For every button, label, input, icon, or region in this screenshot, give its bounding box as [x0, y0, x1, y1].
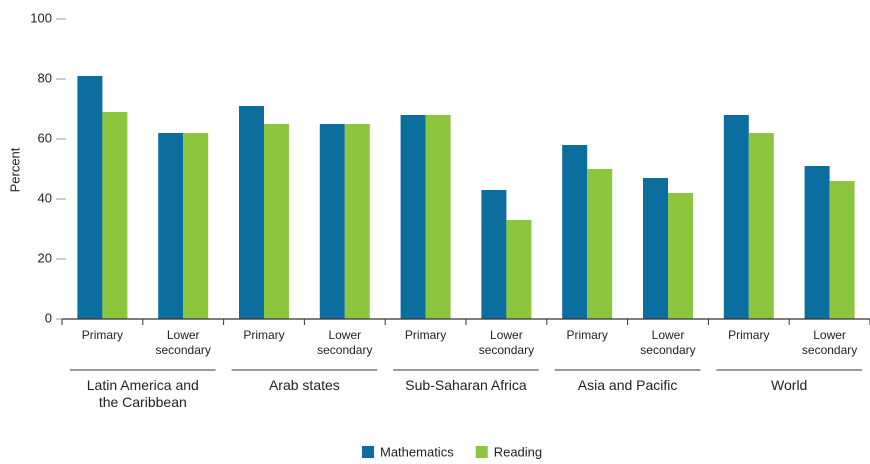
x-tick-label: Primary — [404, 328, 447, 342]
group-label: Latin America and the Caribbean — [86, 377, 199, 410]
bar — [562, 145, 588, 319]
bar — [804, 166, 830, 319]
bar — [643, 178, 668, 319]
x-tick-label: Primary — [566, 328, 608, 342]
bar — [481, 190, 507, 319]
bar — [77, 76, 103, 319]
y-tick-label: 40 — [38, 190, 52, 205]
group-label: Sub-Saharan Africa — [405, 377, 527, 393]
x-tick-label: Primary — [81, 328, 124, 342]
bar — [829, 181, 855, 319]
bar — [239, 106, 264, 319]
bar — [668, 193, 693, 319]
y-tick-label: 100 — [30, 10, 52, 25]
legend-label: Mathematics — [380, 444, 454, 459]
bar — [723, 115, 749, 319]
group-label: World — [771, 377, 808, 393]
y-tick-label: 60 — [38, 130, 52, 145]
x-tick-label: Lower secondary — [801, 328, 858, 357]
y-tick-label: 20 — [38, 250, 52, 265]
group-label: Asia and Pacific — [577, 377, 678, 393]
x-tick-label: Lower secondary — [317, 328, 373, 357]
legend-swatch — [362, 446, 374, 458]
bar — [344, 124, 370, 319]
bar — [748, 133, 774, 319]
x-tick-label: Lower secondary — [640, 328, 696, 357]
bar — [319, 124, 345, 319]
bar — [183, 133, 209, 319]
bar — [400, 115, 426, 319]
group-label: Arab states — [268, 377, 340, 393]
y-tick-label: 0 — [45, 310, 52, 325]
x-tick-label: Primary — [243, 328, 285, 342]
x-tick-label: Lower secondary — [478, 328, 535, 357]
bar — [158, 133, 184, 319]
legend-label: Reading — [494, 444, 542, 459]
bar — [264, 124, 289, 319]
y-tick-label: 80 — [38, 70, 52, 85]
y-axis-label: Percent — [7, 147, 22, 192]
bar — [102, 112, 128, 319]
x-tick-label: Lower secondary — [155, 328, 211, 357]
x-tick-label: Primary — [728, 328, 770, 342]
bar — [425, 115, 451, 319]
bar — [506, 220, 532, 319]
legend-swatch — [475, 446, 488, 458]
bar — [587, 169, 613, 319]
